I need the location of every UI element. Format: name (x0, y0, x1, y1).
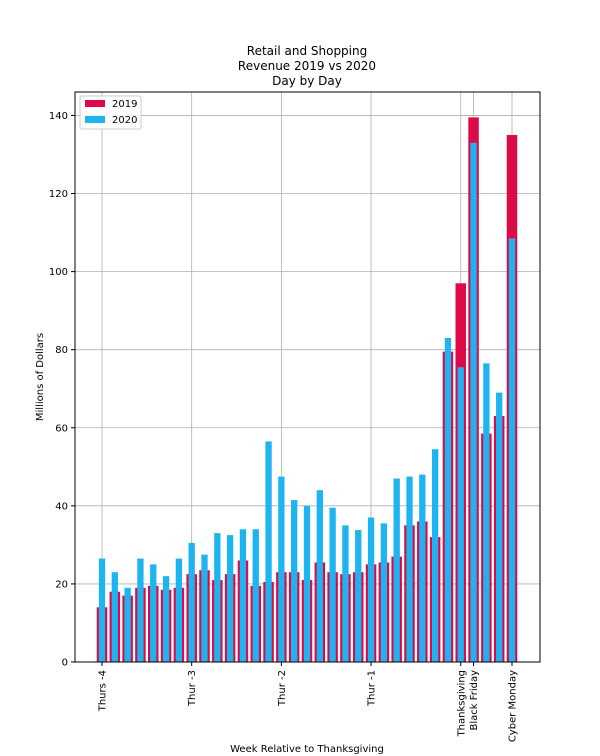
x-tick-label-5: Black Friday (469, 670, 480, 731)
legend-label-2020: 2020 (112, 115, 137, 126)
x-tick-label-3: Thur -1 (367, 670, 378, 707)
bar-2020-16 (303, 505, 311, 662)
legend-swatch-2019 (85, 100, 105, 107)
bar-2020-15 (291, 499, 298, 662)
bar-2020-27 (444, 337, 452, 662)
x-tick-label-1: Thur -3 (187, 670, 198, 707)
bar-2020-22 (380, 523, 388, 662)
bar-2020-26 (431, 449, 439, 662)
x-axis-ticks: Thurs -4 Thur -3 Thur -2 Thur -1 Thanksgivin… (98, 662, 519, 742)
y-tick-label-6: 120 (49, 189, 68, 200)
bar-2020-14 (278, 476, 285, 662)
y-axis-label: Millions of Dollars (35, 333, 46, 421)
bar-2020-29 (470, 142, 477, 662)
bar-2020-12 (252, 529, 259, 662)
y-tick-label-2: 40 (55, 501, 68, 512)
x-axis-label: Week Relative to Thanksgiving (230, 744, 384, 755)
bar-2020-25 (419, 474, 426, 662)
bars (96, 117, 518, 663)
legend-label-2019: 2019 (112, 99, 137, 110)
bar-2020-0 (98, 558, 106, 662)
plot-frame (74, 91, 541, 663)
bar-2020-13 (265, 441, 272, 662)
y-tick-label-0: 0 (62, 658, 68, 669)
bar-2020-32 (508, 238, 516, 662)
bar-2020-17 (316, 490, 323, 662)
bar-2020-18 (329, 507, 336, 662)
y-tick-label-1: 20 (55, 579, 68, 590)
bar-2020-28 (457, 367, 464, 662)
bar-2020-21 (367, 517, 375, 662)
y-tick-label-3: 60 (55, 423, 68, 434)
x-tick-label-4: Thanksgiving (456, 670, 467, 737)
bar-2020-8 (201, 554, 208, 662)
bar-2020-31 (496, 392, 503, 662)
bar-2020-4 (150, 564, 157, 662)
bar-2020-6 (175, 558, 183, 662)
y-tick-label-4: 80 (55, 345, 68, 356)
y-tick-label-5: 100 (49, 267, 68, 278)
bar-2020-11 (239, 529, 247, 662)
bar-2020-20 (355, 530, 362, 662)
x-tick-label-6: Cyber Monday (508, 670, 519, 742)
bar-2020-5 (162, 576, 170, 662)
bar-2020-30 (483, 363, 490, 662)
bar-2020-2 (124, 587, 131, 662)
bar-2020-10 (226, 535, 234, 662)
legend-swatch-2020 (85, 116, 105, 123)
y-axis-ticks: 0 20 40 60 80 100 120 140 (49, 111, 75, 669)
bar-2020-9 (214, 533, 221, 662)
legend: 2019 2020 (79, 95, 142, 130)
bar-2020-24 (406, 476, 413, 662)
x-tick-label-2: Thur -2 (277, 670, 288, 707)
title-line-3: Day by Day (272, 74, 342, 88)
title-line-1: Retail and Shopping (247, 44, 367, 58)
bar-2020-23 (393, 478, 400, 662)
title-line-2: Revenue 2019 vs 2020 (238, 59, 376, 73)
x-tick-label-0: Thurs -4 (98, 670, 109, 712)
bar-2020-19 (342, 525, 349, 662)
bar-2020-3 (137, 558, 144, 662)
bar-2020-7 (188, 542, 195, 662)
chart-title: Retail and Shopping Revenue 2019 vs 2020… (238, 44, 376, 88)
bar-2020-1 (111, 572, 118, 662)
y-tick-label-7: 140 (49, 111, 68, 122)
